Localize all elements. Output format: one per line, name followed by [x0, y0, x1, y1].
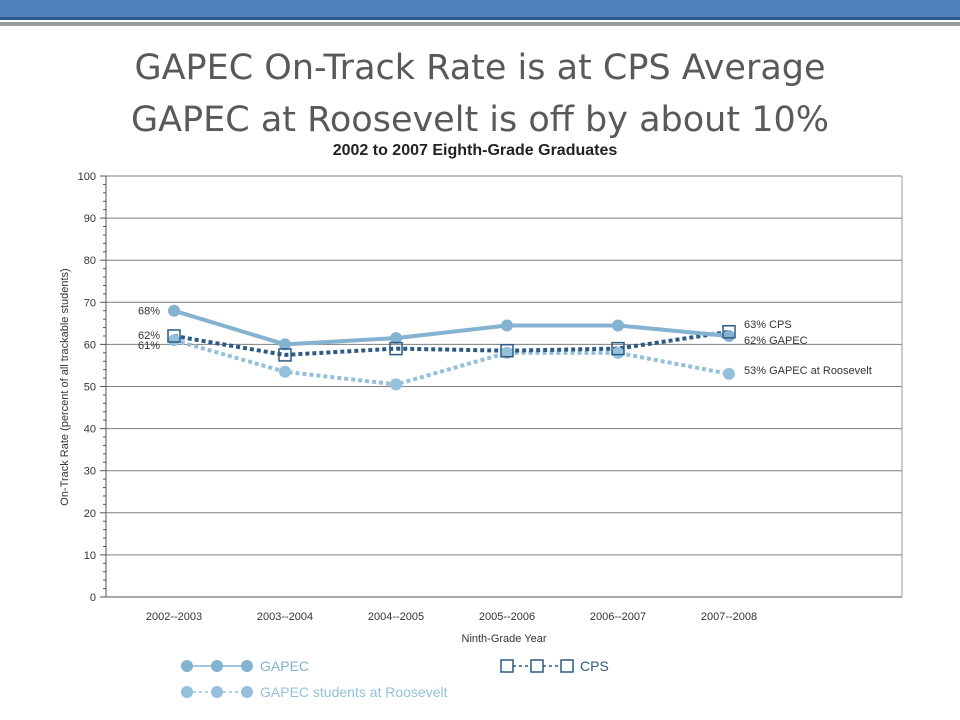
slide-title-line-2: GAPEC at Roosevelt is off by about 10%	[130, 100, 829, 140]
data-point	[168, 334, 180, 347]
y-tick-label: 10	[84, 550, 96, 562]
data-point	[167, 329, 181, 343]
data-point	[390, 332, 402, 345]
legend-marker	[241, 660, 253, 672]
data-point	[279, 338, 291, 351]
y-tick-label: 80	[84, 255, 96, 267]
series-end-label: 62% GAPEC	[744, 335, 808, 347]
y-tick-label: 0	[90, 592, 96, 604]
data-point	[722, 325, 736, 339]
y-tick-label: 90	[84, 213, 96, 225]
series-line	[173, 338, 730, 387]
series-end-label: 63% CPS	[744, 319, 792, 331]
data-point	[723, 329, 735, 342]
legend-marker	[241, 686, 253, 698]
x-tick-label: 2004--2005	[368, 611, 424, 623]
top-accent-bar	[0, 0, 960, 20]
y-tick-label: 50	[84, 382, 96, 394]
y-tick-label: 70	[84, 297, 96, 309]
data-point	[168, 304, 180, 317]
series-line	[173, 329, 730, 357]
data-point	[612, 319, 624, 332]
series-start-label: 62%	[138, 330, 160, 342]
legend-label: GAPEC	[260, 658, 309, 674]
series-line	[173, 308, 730, 347]
series-start-label: 68%	[138, 306, 160, 318]
slide-title: GAPEC On-Track Rate is at CPS Average GA…	[0, 42, 960, 146]
x-tick-label: 2005--2006	[479, 611, 535, 623]
data-point	[501, 319, 513, 332]
top-rule	[0, 22, 960, 26]
x-tick-label: 2003--2004	[257, 611, 313, 623]
data-point	[612, 346, 624, 359]
legend-marker	[211, 686, 223, 698]
legend-marker	[560, 659, 574, 673]
legend-marker	[530, 659, 544, 673]
data-point	[389, 341, 403, 356]
series-start-label: 61%	[138, 340, 160, 352]
chart-title: 2002 to 2007 Eighth-Grade Graduates	[332, 142, 618, 159]
y-tick-label: 100	[78, 171, 96, 183]
x-tick-label: 2002--2003	[146, 611, 202, 623]
y-axis-label: On-Track Rate (percent of all trackable …	[59, 268, 71, 505]
data-point	[500, 343, 514, 358]
x-tick-label: 2007--2008	[701, 611, 757, 623]
data-point	[501, 346, 513, 359]
data-point	[279, 365, 291, 378]
legend-marker	[181, 686, 193, 698]
y-tick-label: 60	[84, 339, 96, 351]
legend-marker	[181, 660, 193, 672]
data-point	[723, 367, 735, 380]
y-tick-label: 20	[84, 508, 96, 520]
x-tick-label: 2006--2007	[590, 611, 646, 623]
data-point	[611, 341, 625, 356]
series-end-label: 53% GAPEC at Roosevelt	[744, 365, 872, 377]
y-tick-label: 30	[84, 466, 96, 478]
legend-marker	[211, 660, 223, 672]
legend-label: GAPEC students at Roosevelt	[260, 684, 448, 700]
legend-label: CPS	[580, 658, 609, 674]
legend-marker	[500, 659, 514, 673]
data-point	[390, 378, 402, 391]
y-tick-label: 40	[84, 424, 96, 436]
x-axis-label: Ninth-Grade Year	[462, 633, 547, 645]
slide-title-line-1: GAPEC On-Track Rate is at CPS Average	[134, 48, 826, 88]
data-point	[278, 348, 292, 362]
